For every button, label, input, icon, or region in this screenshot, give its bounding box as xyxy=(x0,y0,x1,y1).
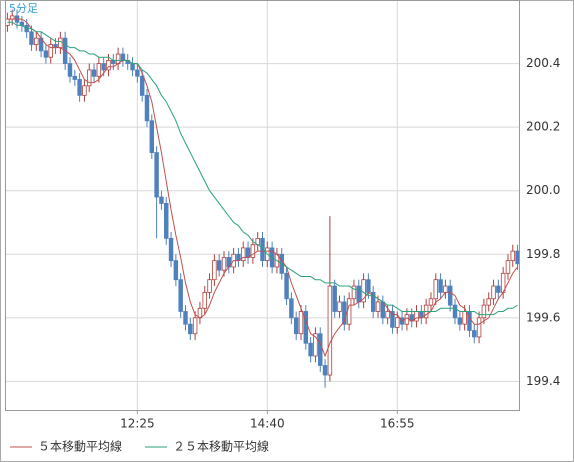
x-tick-label: 14:40 xyxy=(250,417,285,431)
candle-body xyxy=(318,333,323,366)
candle-body xyxy=(260,237,265,262)
candle-body xyxy=(178,279,183,312)
candle-body xyxy=(106,59,111,71)
candle-body xyxy=(250,244,256,258)
candle-body xyxy=(173,260,179,281)
ma-line xyxy=(7,18,518,358)
candle-body xyxy=(72,75,78,80)
candle-body xyxy=(91,69,97,77)
candle-body xyxy=(168,237,174,262)
candle-body xyxy=(486,298,491,306)
candle-body xyxy=(58,37,63,49)
candle-body xyxy=(154,152,159,198)
candle-body xyxy=(284,272,289,300)
candle-body xyxy=(356,285,361,303)
candle-body xyxy=(192,317,198,335)
candle-body xyxy=(241,247,246,262)
candle-body xyxy=(351,285,357,300)
y-tick-label: 199.4 xyxy=(526,374,560,388)
legend-label: ２５本移動平均線 xyxy=(173,439,269,454)
candle-body xyxy=(452,304,458,319)
candle-body xyxy=(188,323,193,335)
candle-body xyxy=(34,37,39,45)
x-tick-label: 12:25 xyxy=(120,417,155,431)
candle-body xyxy=(293,317,299,335)
candle-body xyxy=(120,53,126,61)
chart-title: 5分足 xyxy=(9,2,38,15)
candle-body xyxy=(443,285,448,293)
candle-body xyxy=(332,285,337,312)
candle-body xyxy=(221,257,227,271)
candle-body xyxy=(322,365,328,376)
candle-body xyxy=(337,301,342,312)
candle-body xyxy=(202,292,207,309)
candle-body xyxy=(457,317,463,325)
candle-body xyxy=(505,260,511,274)
marks xyxy=(5,9,520,388)
candle-body xyxy=(313,333,318,357)
candle-body xyxy=(43,50,49,58)
candle-body xyxy=(476,317,482,338)
candle-body xyxy=(390,311,395,328)
candle-body xyxy=(139,75,145,96)
candle-body xyxy=(183,311,188,325)
candle-body xyxy=(491,285,496,300)
candle-body xyxy=(29,31,34,45)
candle-body xyxy=(48,44,53,58)
candle-body xyxy=(130,63,135,71)
ma-line xyxy=(7,21,518,316)
candle-body xyxy=(327,285,333,376)
candle-body xyxy=(375,301,381,312)
candle-body xyxy=(149,120,155,153)
candle-body xyxy=(289,298,294,319)
candle-body xyxy=(96,63,102,77)
candle-body xyxy=(510,250,516,262)
candle-body xyxy=(515,250,520,265)
candle-body xyxy=(370,292,376,312)
candle-body xyxy=(438,279,443,293)
candle-body xyxy=(82,85,87,96)
candle-body xyxy=(428,298,434,306)
candle-body xyxy=(496,285,501,293)
candle-body xyxy=(159,196,164,204)
candle-body xyxy=(433,279,438,300)
candle-body xyxy=(144,94,150,122)
x-tick-label: 16:55 xyxy=(380,417,415,431)
candle-body xyxy=(462,311,467,325)
candle-body xyxy=(308,342,313,357)
candle-body xyxy=(207,279,212,293)
candle-body xyxy=(342,301,347,325)
y-tick-label: 199.8 xyxy=(526,247,560,261)
candle-body xyxy=(216,260,222,271)
candle-body xyxy=(366,279,371,293)
candle-body xyxy=(303,311,309,344)
candle-body xyxy=(298,311,304,335)
candle-body xyxy=(395,317,400,328)
plot-frame xyxy=(5,0,520,411)
candle-body xyxy=(346,298,352,325)
candle-body xyxy=(414,311,419,322)
candle-body xyxy=(135,69,140,77)
candle-body xyxy=(77,79,82,96)
candle-body xyxy=(447,285,453,306)
y-tick-label: 200.4 xyxy=(526,56,560,70)
candle-body xyxy=(481,304,487,319)
y-tick-label: 200.0 xyxy=(526,183,560,197)
y-tick-label: 200.2 xyxy=(526,120,560,134)
candle-body xyxy=(164,203,169,239)
legend-label: ５本移動平均線 xyxy=(38,439,122,454)
candle-body xyxy=(385,311,390,319)
candle-body xyxy=(472,330,477,338)
candle-body xyxy=(212,260,217,281)
y-tick-label: 199.6 xyxy=(526,310,560,324)
candle-body xyxy=(87,69,92,87)
candle-body xyxy=(404,314,410,325)
candle-body xyxy=(101,63,106,71)
candle-body xyxy=(67,63,73,77)
